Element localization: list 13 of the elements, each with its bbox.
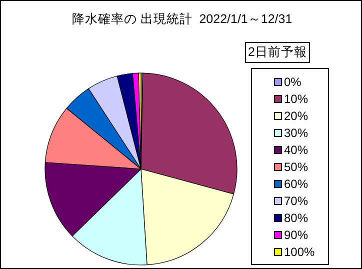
- legend-label: 10%: [284, 92, 308, 106]
- legend-label: 30%: [284, 126, 308, 140]
- legend-label: 40%: [284, 142, 308, 156]
- legend-label: 80%: [284, 210, 308, 224]
- legend-label: 100%: [284, 244, 315, 258]
- legend-title: 2日前予報: [245, 42, 310, 63]
- legend-label: 50%: [284, 160, 308, 174]
- legend-label: 90%: [284, 228, 308, 242]
- legend-label: 60%: [284, 176, 308, 190]
- chart-title: 降水確率の 出現統計 2022/1/1～12/31: [70, 11, 294, 28]
- legend-label: 20%: [284, 108, 308, 122]
- legend-label: 70%: [284, 194, 308, 208]
- legend-label: 0%: [284, 74, 302, 88]
